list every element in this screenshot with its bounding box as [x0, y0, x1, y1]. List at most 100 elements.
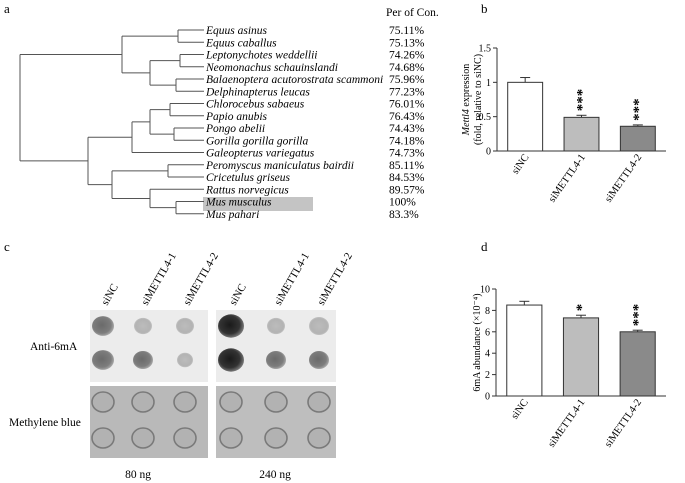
amount-label-240ng: 240 ng [259, 469, 291, 481]
species-name: Gorilla gorilla gorilla [206, 135, 308, 147]
species-name: Mus musculus [205, 197, 272, 209]
species-percent: 84.53% [389, 172, 425, 184]
blot-column-label: siMETTL4-2 [181, 251, 221, 308]
species-name: Peromyscus maniculatus bairdii [205, 160, 354, 172]
y-tick-label: 1 [486, 78, 491, 89]
species-percent: 100% [389, 197, 416, 209]
species-name: Papio anubis [205, 111, 268, 123]
row-label-anti-6mA: Anti-6mA [30, 341, 78, 353]
blot-dot [218, 314, 244, 338]
y-tick-label: 6 [485, 327, 490, 338]
blot-column-label: siMETTL4-2 [315, 251, 355, 308]
y-tick-label: 0.5 [479, 112, 492, 123]
blot-dot-mb [173, 427, 197, 449]
y-tick-label: 1.5 [479, 44, 492, 55]
chart-d: 0 2 4 6 8 10 siNC * siMETTL4-1 *** siMETTL4-2 6mA a… [472, 285, 666, 450]
blot-dot [92, 316, 114, 336]
amount-label-80ng: 80 ng [125, 469, 151, 481]
species-name: Equus asinus [205, 25, 268, 37]
bar [506, 304, 543, 397]
species-name: Neomonachus schauinslandi [205, 62, 338, 74]
blot-dot [92, 350, 114, 370]
blot-dot [267, 317, 285, 335]
species-percent: 74.73% [389, 148, 425, 160]
blot-dot-mb [131, 391, 155, 413]
bar [507, 81, 544, 152]
species-percent: 77.23% [389, 86, 425, 98]
bar [619, 125, 656, 152]
y-tick-label: 4 [485, 349, 490, 360]
species-labels: Equus asinus 75.11% Equus caballus 75.13% Le… [205, 25, 425, 221]
blot-dot [309, 317, 329, 335]
species-percent: 74.43% [389, 123, 425, 135]
species-percent: 76.43% [389, 111, 425, 123]
y-tick-label: 0 [486, 147, 491, 158]
species-name: Mus pahari [205, 209, 259, 221]
species-name: Delphinapterus leucas [205, 86, 310, 98]
panel-label-c: c [4, 239, 10, 254]
blot-dot-mb [264, 391, 288, 413]
bar [563, 116, 600, 152]
species-percent: 74.68% [389, 62, 425, 74]
blot-dot-mb [219, 391, 243, 413]
blot-dot-mb [173, 391, 197, 413]
species-highlight [203, 197, 313, 211]
blot-column-label: siNC [227, 282, 249, 308]
x-tick-label: siMETTL4-1 [547, 152, 588, 204]
species-name: Rattus norvegicus [205, 184, 289, 196]
species-percent: 74.18% [389, 135, 425, 147]
significance-mark: * [574, 304, 590, 312]
species-percent: 89.57% [389, 184, 425, 196]
species-percent: 75.96% [389, 74, 425, 86]
species-percent: 83.3% [389, 209, 419, 221]
species-percent: 85.11% [389, 160, 424, 172]
blot-dot-mb [131, 427, 155, 449]
significance-mark: *** [575, 89, 591, 112]
blot-dot-mb [91, 391, 115, 413]
blot-dot [134, 317, 152, 335]
blot-dot-mb [264, 427, 288, 449]
x-tick-label: siMETTL4-1 [546, 397, 587, 449]
bar [619, 331, 656, 397]
species-name: Balaenoptera acutorostrata scammoni [206, 74, 383, 86]
species-percent: 76.01% [389, 99, 425, 111]
y-tick-label: 2 [485, 370, 490, 381]
y-axis-label-2: (fold, relative to siNC) [473, 54, 484, 145]
y-tick-label: 8 [485, 306, 490, 317]
species-percent: 74.26% [389, 50, 425, 62]
phylogenetic-tree [19, 29, 204, 215]
blot-dot-mb [307, 427, 331, 449]
panel-label-b: b [481, 1, 488, 16]
significance-mark: *** [631, 304, 647, 327]
blot-column-label: siMETTL4-1 [272, 251, 312, 308]
blot-dot-mb [307, 391, 331, 413]
x-tick-label: siNC [510, 152, 531, 176]
blot-dot [176, 317, 194, 335]
significance-mark: *** [631, 98, 647, 121]
blot-dot [177, 352, 193, 368]
blot-dot-mb [219, 427, 243, 449]
blot-dot-mb [91, 427, 115, 449]
species-name: Equus caballus [205, 37, 277, 49]
blot-dot [266, 351, 286, 369]
species-name: Chlorocebus sabaeus [206, 99, 305, 111]
panel-label-a: a [4, 1, 10, 16]
blot-dot [309, 351, 329, 369]
species-name: Leptonychotes weddellii [205, 50, 317, 62]
species-percent: 75.13% [389, 37, 425, 49]
x-tick-label: siNC [509, 397, 530, 421]
species-percent: 75.11% [389, 25, 424, 37]
blot-dot [133, 351, 153, 369]
species-name: Pongo abelii [205, 123, 265, 135]
y-tick-label: 10 [480, 285, 490, 296]
dot-blot: siNC siMETTL4-1 siMETTL4-2 siNC siMETTL4-1 si… [90, 251, 355, 458]
blot-column-label: siMETTL4-1 [139, 251, 179, 308]
chart-b: 0 0.5 1 1.5 siNC *** siMETTL4-1 *** siMETTL4-2 Me… [461, 44, 666, 205]
y-tick-label: 0 [485, 392, 490, 403]
blot-dot [218, 348, 244, 372]
x-tick-label: siMETTL4-2 [603, 152, 644, 204]
x-tick-label: siMETTL4-2 [603, 397, 644, 449]
y-axis-label: 6mA abundance (×10⁻⁴) [472, 293, 483, 391]
species-name: Galeopterus variegatus [206, 148, 315, 160]
